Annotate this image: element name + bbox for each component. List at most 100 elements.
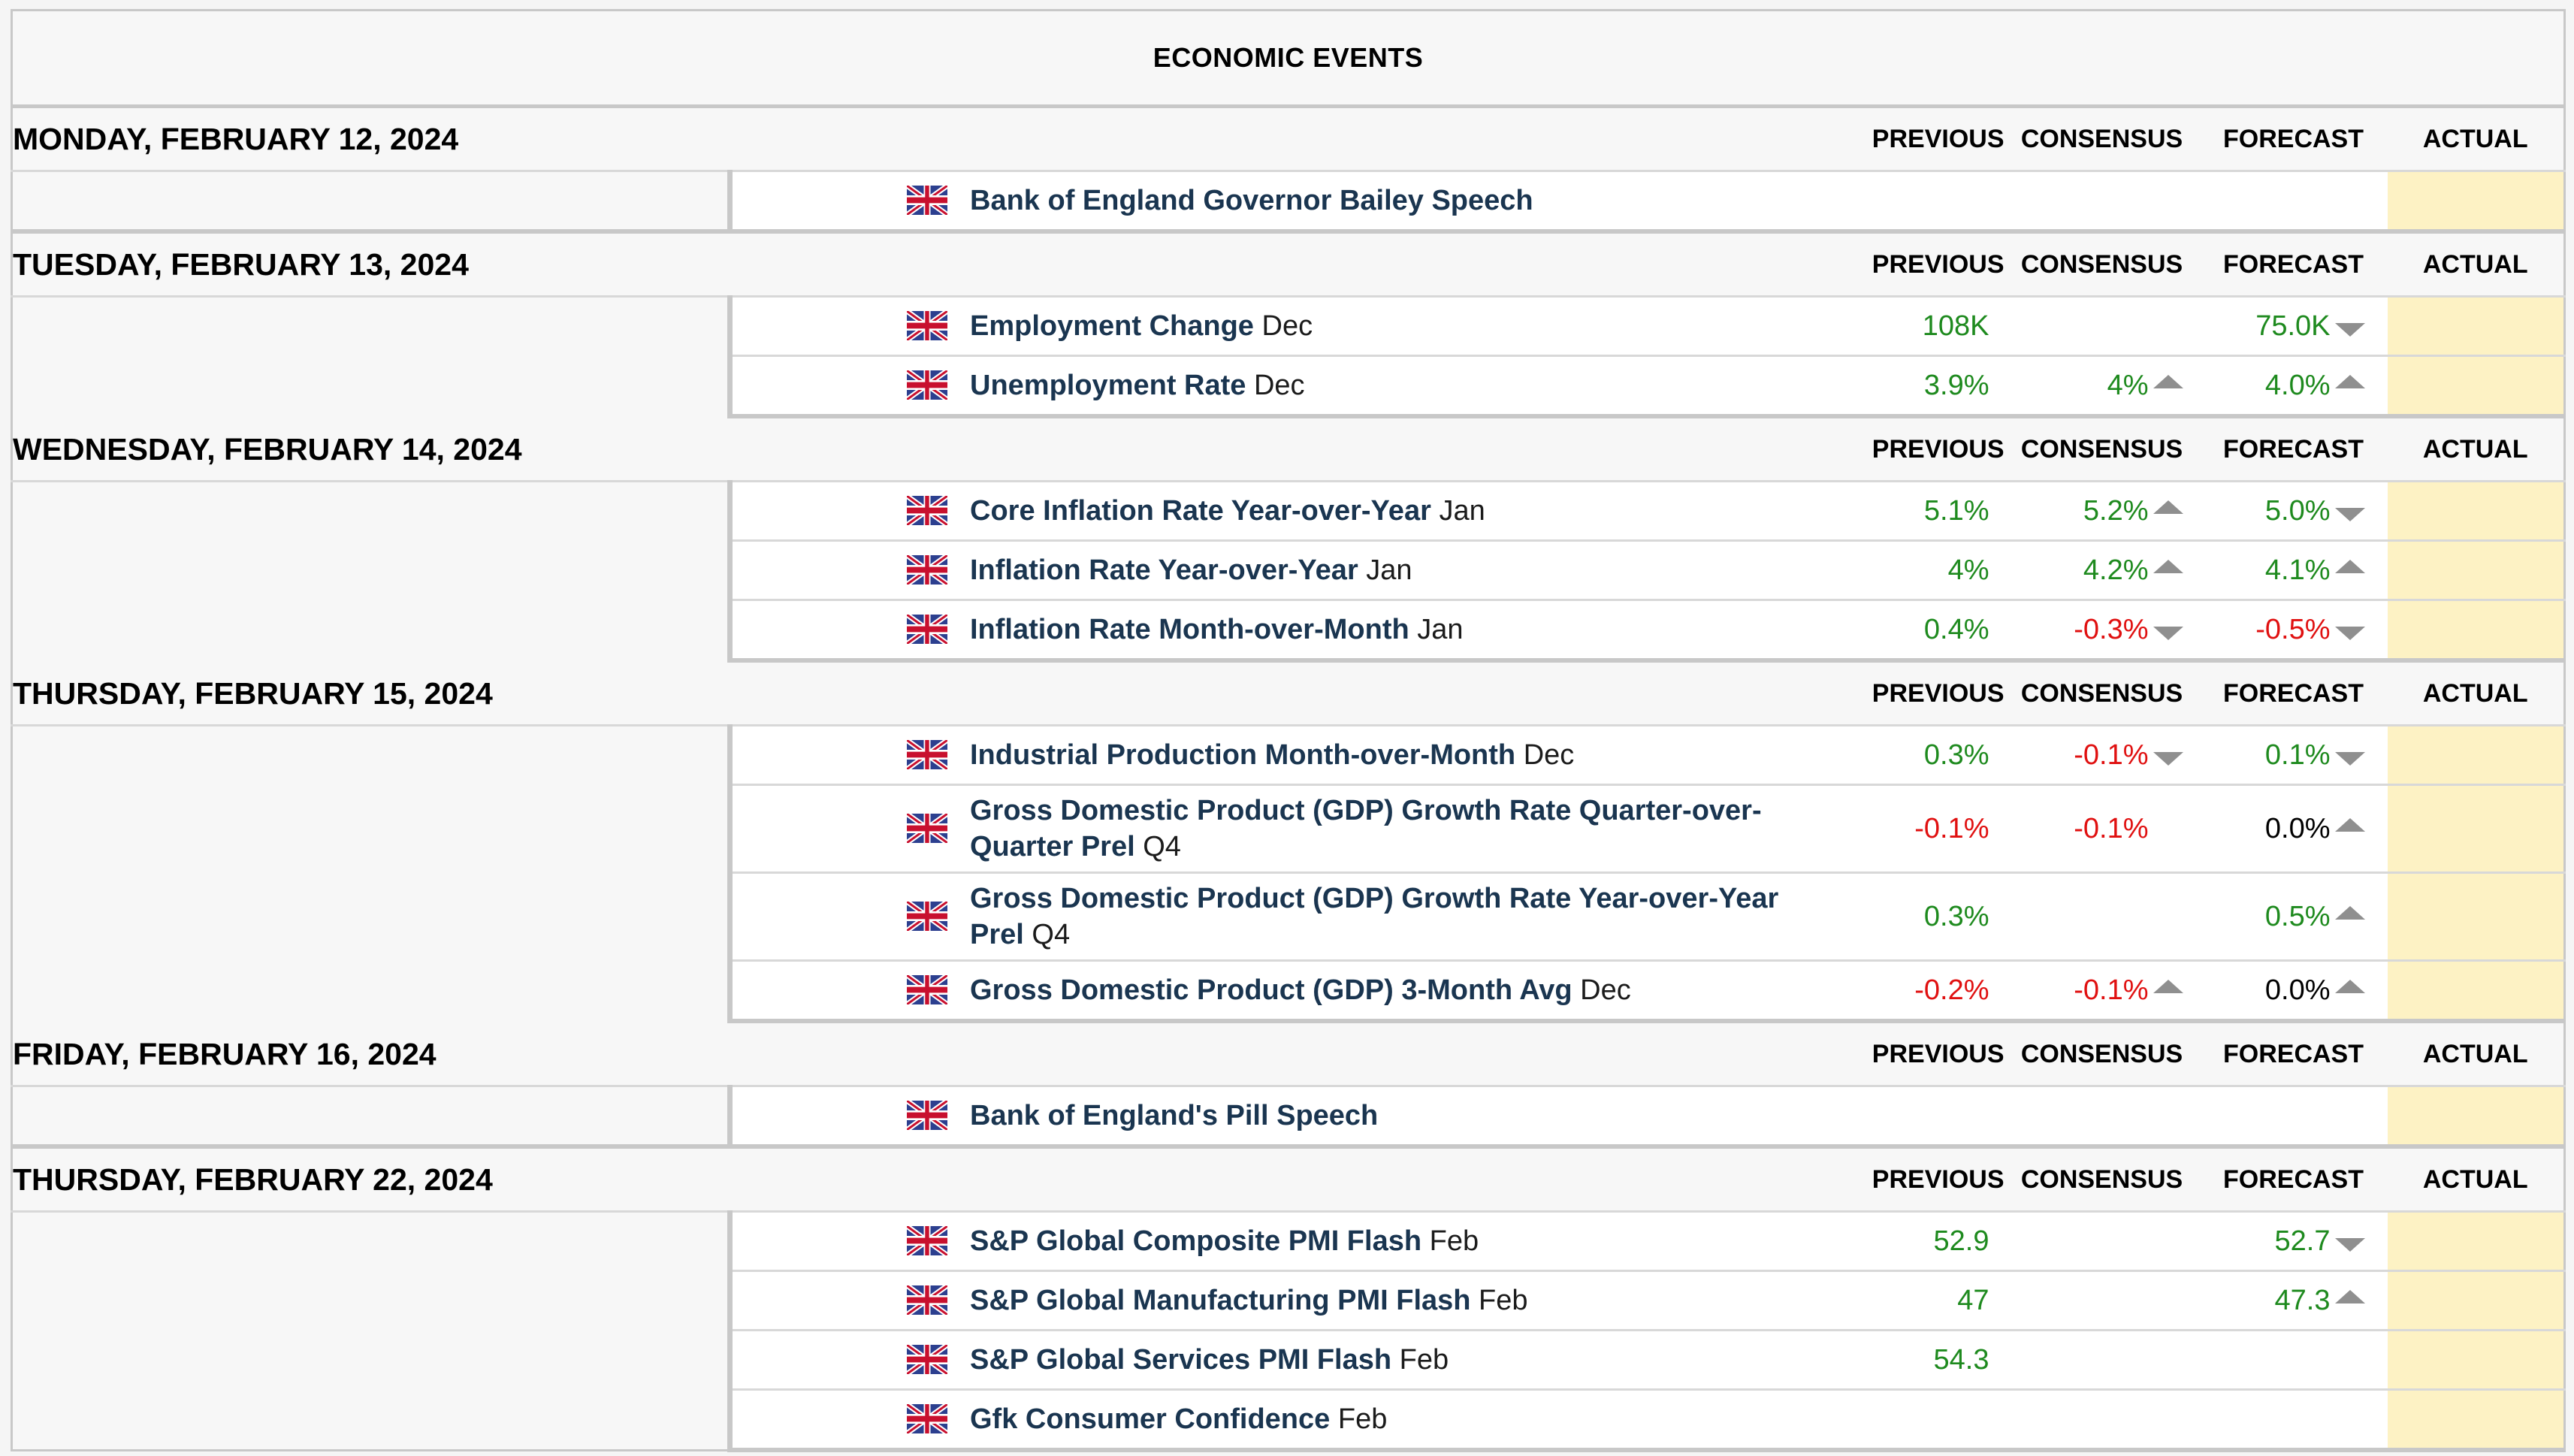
forecast-cell: 52.7: [2199, 1211, 2388, 1272]
forecast-cell-value: -0.5%: [2255, 613, 2331, 645]
event-content: S&P Global Manufacturing PMI Flash Feb: [733, 1282, 1854, 1319]
event-content: Inflation Rate Year-over-Year Jan: [733, 552, 1854, 588]
event-period: Feb: [1337, 1403, 1388, 1435]
consensus-cell: [2004, 1086, 2200, 1149]
consensus-cell-value: 5.2%: [2083, 494, 2149, 527]
event-row[interactable]: S&P Global Services PMI Flash Feb 54.3: [12, 1330, 2565, 1391]
event-name-link[interactable]: Gross Domestic Product (GDP) 3-Month Avg: [970, 974, 1572, 1006]
event-row[interactable]: Employment Change Dec 108K 75.0K: [11, 296, 2565, 416]
event-row[interactable]: Core Inflation Rate Year-over-Year Jan 5.…: [11, 481, 2565, 660]
day-header-row: THURSDAY, FEBRUARY 22, 2024 PREVIOUS CONSE…: [11, 1146, 2565, 1213]
forecast-cell-value: 0.5%: [2264, 900, 2331, 932]
triangle-up-icon: [2334, 375, 2365, 389]
column-header-previous: PREVIOUS: [1853, 1146, 2005, 1213]
forecast-cell-value: 0.1%: [2264, 739, 2331, 771]
event-cell[interactable]: Gross Domestic Product (GDP) Growth Rate…: [730, 784, 1854, 874]
previous-cell-value: 47: [1957, 1284, 1989, 1316]
event-name-link[interactable]: Inflation Rate Month-over-Month: [970, 614, 1409, 645]
event-name-link[interactable]: Industrial Production Month-over-Month: [970, 739, 1516, 771]
event-text: Bank of England's Pill Speech: [907, 1098, 1824, 1134]
consensus-cell-value: -0.1%: [2074, 739, 2149, 771]
previous-cell-value: 54.3: [1933, 1343, 1989, 1376]
event-name-link[interactable]: S&P Global Composite PMI Flash: [970, 1225, 1422, 1257]
event-name-link[interactable]: Gfk Consumer Confidence: [970, 1403, 1331, 1435]
event-name-link[interactable]: S&P Global Services PMI Flash: [970, 1344, 1392, 1376]
event-cell[interactable]: Core Inflation Rate Year-over-Year Jan: [730, 481, 1854, 542]
previous-cell: [1853, 171, 2005, 234]
event-period: Q4: [1032, 919, 1071, 950]
event-cell[interactable]: Gfk Consumer Confidence Feb: [730, 1389, 1854, 1452]
event-cell[interactable]: Inflation Rate Year-over-Year Jan: [730, 540, 1854, 601]
event-cell[interactable]: Bank of England Governor Bailey Speech: [730, 171, 1854, 234]
column-header-forecast: FORECAST: [2199, 1021, 2388, 1087]
previous-cell-value: 0.4%: [1923, 613, 1989, 645]
event-name-link[interactable]: Core Inflation Rate Year-over-Year: [970, 495, 1431, 527]
event-name-link[interactable]: Gross Domestic Product (GDP) Growth Rate…: [970, 883, 1779, 950]
triangle-up-icon: [2334, 818, 2365, 832]
actual-cell: [2387, 1086, 2565, 1149]
event-row[interactable]: Bank of England's Pill Speech: [11, 1086, 2565, 1149]
event-text: Industrial Production Month-over-Month D…: [907, 737, 1824, 773]
event-row[interactable]: Unemployment Rate Dec 3.9% 4% 4.0%: [12, 355, 2565, 418]
event-cell[interactable]: Gross Domestic Product (GDP) 3-Month Avg…: [730, 960, 1854, 1023]
forecast-cell-value: 0.0%: [2264, 812, 2331, 844]
event-name-link[interactable]: Gross Domestic Product (GDP) Growth Rate…: [970, 795, 1762, 862]
column-header-consensus: CONSENSUS: [2004, 231, 2200, 298]
previous-cell: -0.1%: [1853, 784, 2005, 874]
event-cell[interactable]: S&P Global Manufacturing PMI Flash Feb: [730, 1270, 1854, 1331]
consensus-cell-value: -0.1%: [2074, 974, 2149, 1006]
actual-cell: [2387, 1211, 2565, 1272]
previous-cell-value: 108K: [1922, 310, 1989, 342]
event-name-link[interactable]: S&P Global Manufacturing PMI Flash: [970, 1285, 1471, 1316]
event-cell[interactable]: Inflation Rate Month-over-Month Jan: [730, 600, 1854, 663]
event-cell[interactable]: Bank of England's Pill Speech: [730, 1086, 1854, 1149]
column-header-consensus: CONSENSUS: [2004, 106, 2200, 172]
event-name-link[interactable]: Unemployment Rate: [970, 370, 1246, 401]
day-header-row: THURSDAY, FEBRUARY 15, 2024 PREVIOUS CONSE…: [11, 660, 2565, 726]
consensus-cell: -0.1%: [2004, 784, 2200, 874]
actual-cell: [2387, 171, 2565, 234]
event-row[interactable]: Inflation Rate Year-over-Year Jan 4% 4.2% 4…: [12, 540, 2565, 601]
event-name-link[interactable]: Bank of England Governor Bailey Speech: [970, 185, 1533, 216]
event-cell[interactable]: Employment Change Dec: [730, 296, 1854, 357]
consensus-cell-value: -0.1%: [2074, 812, 2149, 844]
event-cell[interactable]: S&P Global Services PMI Flash Feb: [730, 1330, 1854, 1391]
event-row[interactable]: S&P Global Composite PMI Flash Feb 52.9 52…: [11, 1211, 2565, 1450]
event-cell[interactable]: Industrial Production Month-over-Month D…: [730, 725, 1854, 786]
event-text: S&P Global Services PMI Flash Feb: [907, 1342, 1824, 1378]
consensus-cell: [2004, 872, 2200, 962]
event-row[interactable]: Gross Domestic Product (GDP) Growth Rate…: [12, 784, 2565, 874]
uk-flag-icon: [907, 615, 947, 644]
event-name-link[interactable]: Employment Change: [970, 310, 1254, 342]
consensus-cell: [2004, 1211, 2200, 1272]
triangle-down-icon: [2153, 627, 2183, 641]
event-row[interactable]: Gfk Consumer Confidence Feb: [12, 1389, 2565, 1452]
event-row[interactable]: Gross Domestic Product (GDP) Growth Rate…: [12, 872, 2565, 962]
previous-cell-value: 52.9: [1933, 1225, 1989, 1257]
consensus-cell: 4.2%: [2004, 540, 2200, 601]
event-row[interactable]: Bank of England Governor Bailey Speech: [11, 171, 2565, 234]
event-row[interactable]: S&P Global Manufacturing PMI Flash Feb 47…: [12, 1270, 2565, 1331]
event-content: Inflation Rate Month-over-Month Jan: [733, 612, 1854, 648]
event-name-link[interactable]: Inflation Rate Year-over-Year: [970, 554, 1358, 586]
column-header-consensus: CONSENSUS: [2004, 660, 2200, 726]
previous-cell-value: -0.2%: [1914, 974, 1989, 1006]
event-name-link[interactable]: Bank of England's Pill Speech: [970, 1100, 1379, 1131]
forecast-cell: 4.1%: [2199, 540, 2388, 601]
triangle-up-icon: [2334, 906, 2365, 920]
column-header-forecast: FORECAST: [2199, 1146, 2388, 1213]
event-row[interactable]: Gross Domestic Product (GDP) 3-Month Avg…: [12, 960, 2565, 1023]
event-period: Feb: [1479, 1285, 1528, 1316]
event-row[interactable]: Industrial Production Month-over-Month D…: [11, 725, 2565, 1021]
event-cell[interactable]: Gross Domestic Product (GDP) Growth Rate…: [730, 872, 1854, 962]
event-content: Unemployment Rate Dec: [733, 367, 1854, 403]
event-cell[interactable]: Unemployment Rate Dec: [730, 355, 1854, 418]
column-header-previous: PREVIOUS: [1853, 660, 2005, 726]
event-cell[interactable]: S&P Global Composite PMI Flash Feb: [730, 1211, 1854, 1272]
previous-cell: 3.9%: [1853, 355, 2005, 418]
day-label: THURSDAY, FEBRUARY 15, 2024: [11, 660, 1854, 726]
forecast-cell: [2199, 1330, 2388, 1391]
actual-cell: [2387, 481, 2565, 542]
day-label: WEDNESDAY, FEBRUARY 14, 2024: [11, 416, 1854, 482]
event-row[interactable]: Inflation Rate Month-over-Month Jan 0.4% -…: [12, 600, 2565, 663]
